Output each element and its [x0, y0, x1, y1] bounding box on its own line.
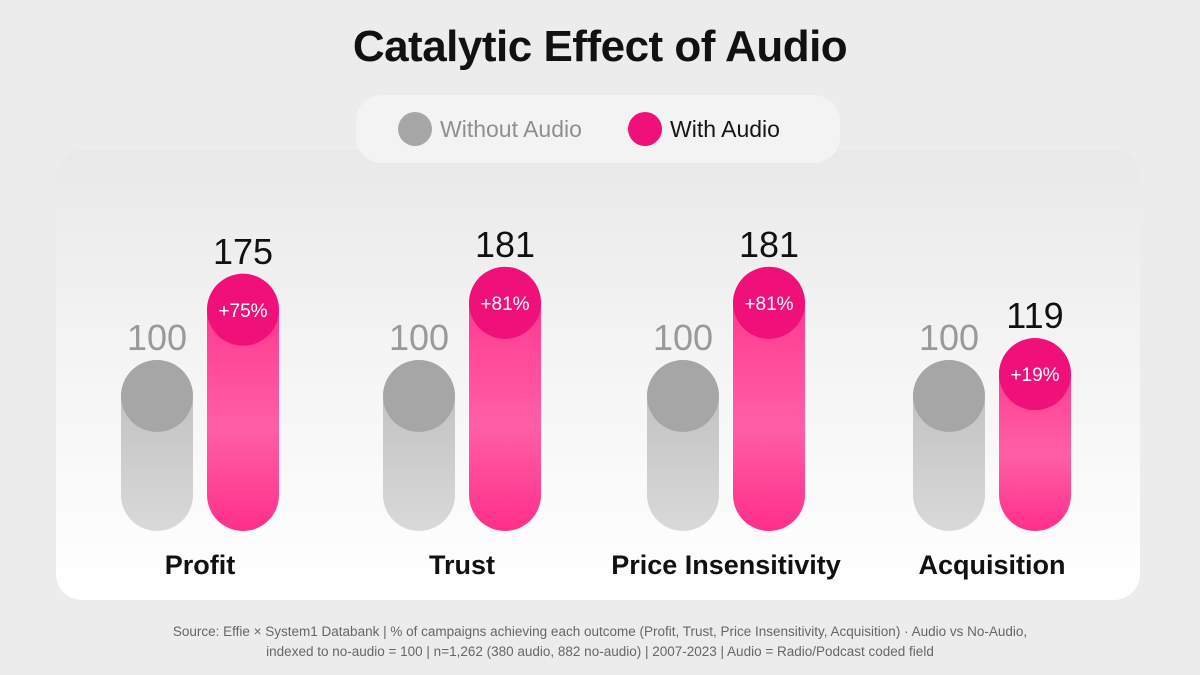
bar-cap-without-audio-acquisition	[913, 360, 985, 432]
footnote-line-1: Source: Effie × System1 Databank | % of …	[172, 624, 1028, 639]
category-label-profit: Profit	[165, 550, 236, 580]
value-label-with-audio-trust: 181	[475, 224, 535, 265]
legend: Without Audio With Audio	[356, 95, 840, 163]
category-label-acquisition: Acquisition	[919, 550, 1066, 580]
footnote-line-2: indexed to no-audio = 100 | n=1,262 (380…	[266, 644, 934, 659]
legend-item-without-audio: Without Audio	[398, 112, 582, 146]
value-label-without-audio-price-insensitivity: 100	[653, 317, 713, 358]
legend-label-without-audio: Without Audio	[440, 115, 582, 142]
chart-title: Catalytic Effect of Audio	[352, 22, 848, 71]
bar-cap-with-audio-trust	[469, 266, 541, 339]
category-label-trust: Trust	[429, 550, 495, 580]
legend-label-with-audio: With Audio	[670, 115, 780, 142]
value-label-with-audio-profit: 175	[213, 231, 273, 272]
value-label-with-audio-price-insensitivity: 181	[739, 224, 799, 265]
legend-swatch-without-audio	[398, 112, 432, 146]
change-label-acquisition: +19%	[1010, 365, 1059, 386]
value-label-without-audio-profit: 100	[127, 317, 187, 358]
change-label-trust: +81%	[480, 294, 529, 315]
value-label-without-audio-trust: 100	[389, 317, 449, 358]
bar-cap-without-audio-trust	[383, 360, 455, 432]
bar-cap-with-audio-profit	[207, 273, 279, 346]
legend-swatch-with-audio	[628, 112, 662, 146]
legend-item-with-audio: With Audio	[628, 112, 780, 146]
bar-cap-with-audio-price-insensitivity	[733, 266, 805, 339]
value-label-without-audio-acquisition: 100	[919, 317, 979, 358]
change-label-price-insensitivity: +81%	[744, 294, 793, 315]
bar-cap-without-audio-profit	[121, 360, 193, 432]
value-label-with-audio-acquisition: 119	[1006, 295, 1063, 336]
category-label-price-insensitivity: Price Insensitivity	[611, 550, 841, 580]
bar-cap-with-audio-acquisition	[999, 338, 1071, 411]
bar-cap-without-audio-price-insensitivity	[647, 360, 719, 432]
source-footnote: Source: Effie × System1 Databank | % of …	[40, 622, 1160, 662]
change-label-profit: +75%	[218, 301, 267, 322]
